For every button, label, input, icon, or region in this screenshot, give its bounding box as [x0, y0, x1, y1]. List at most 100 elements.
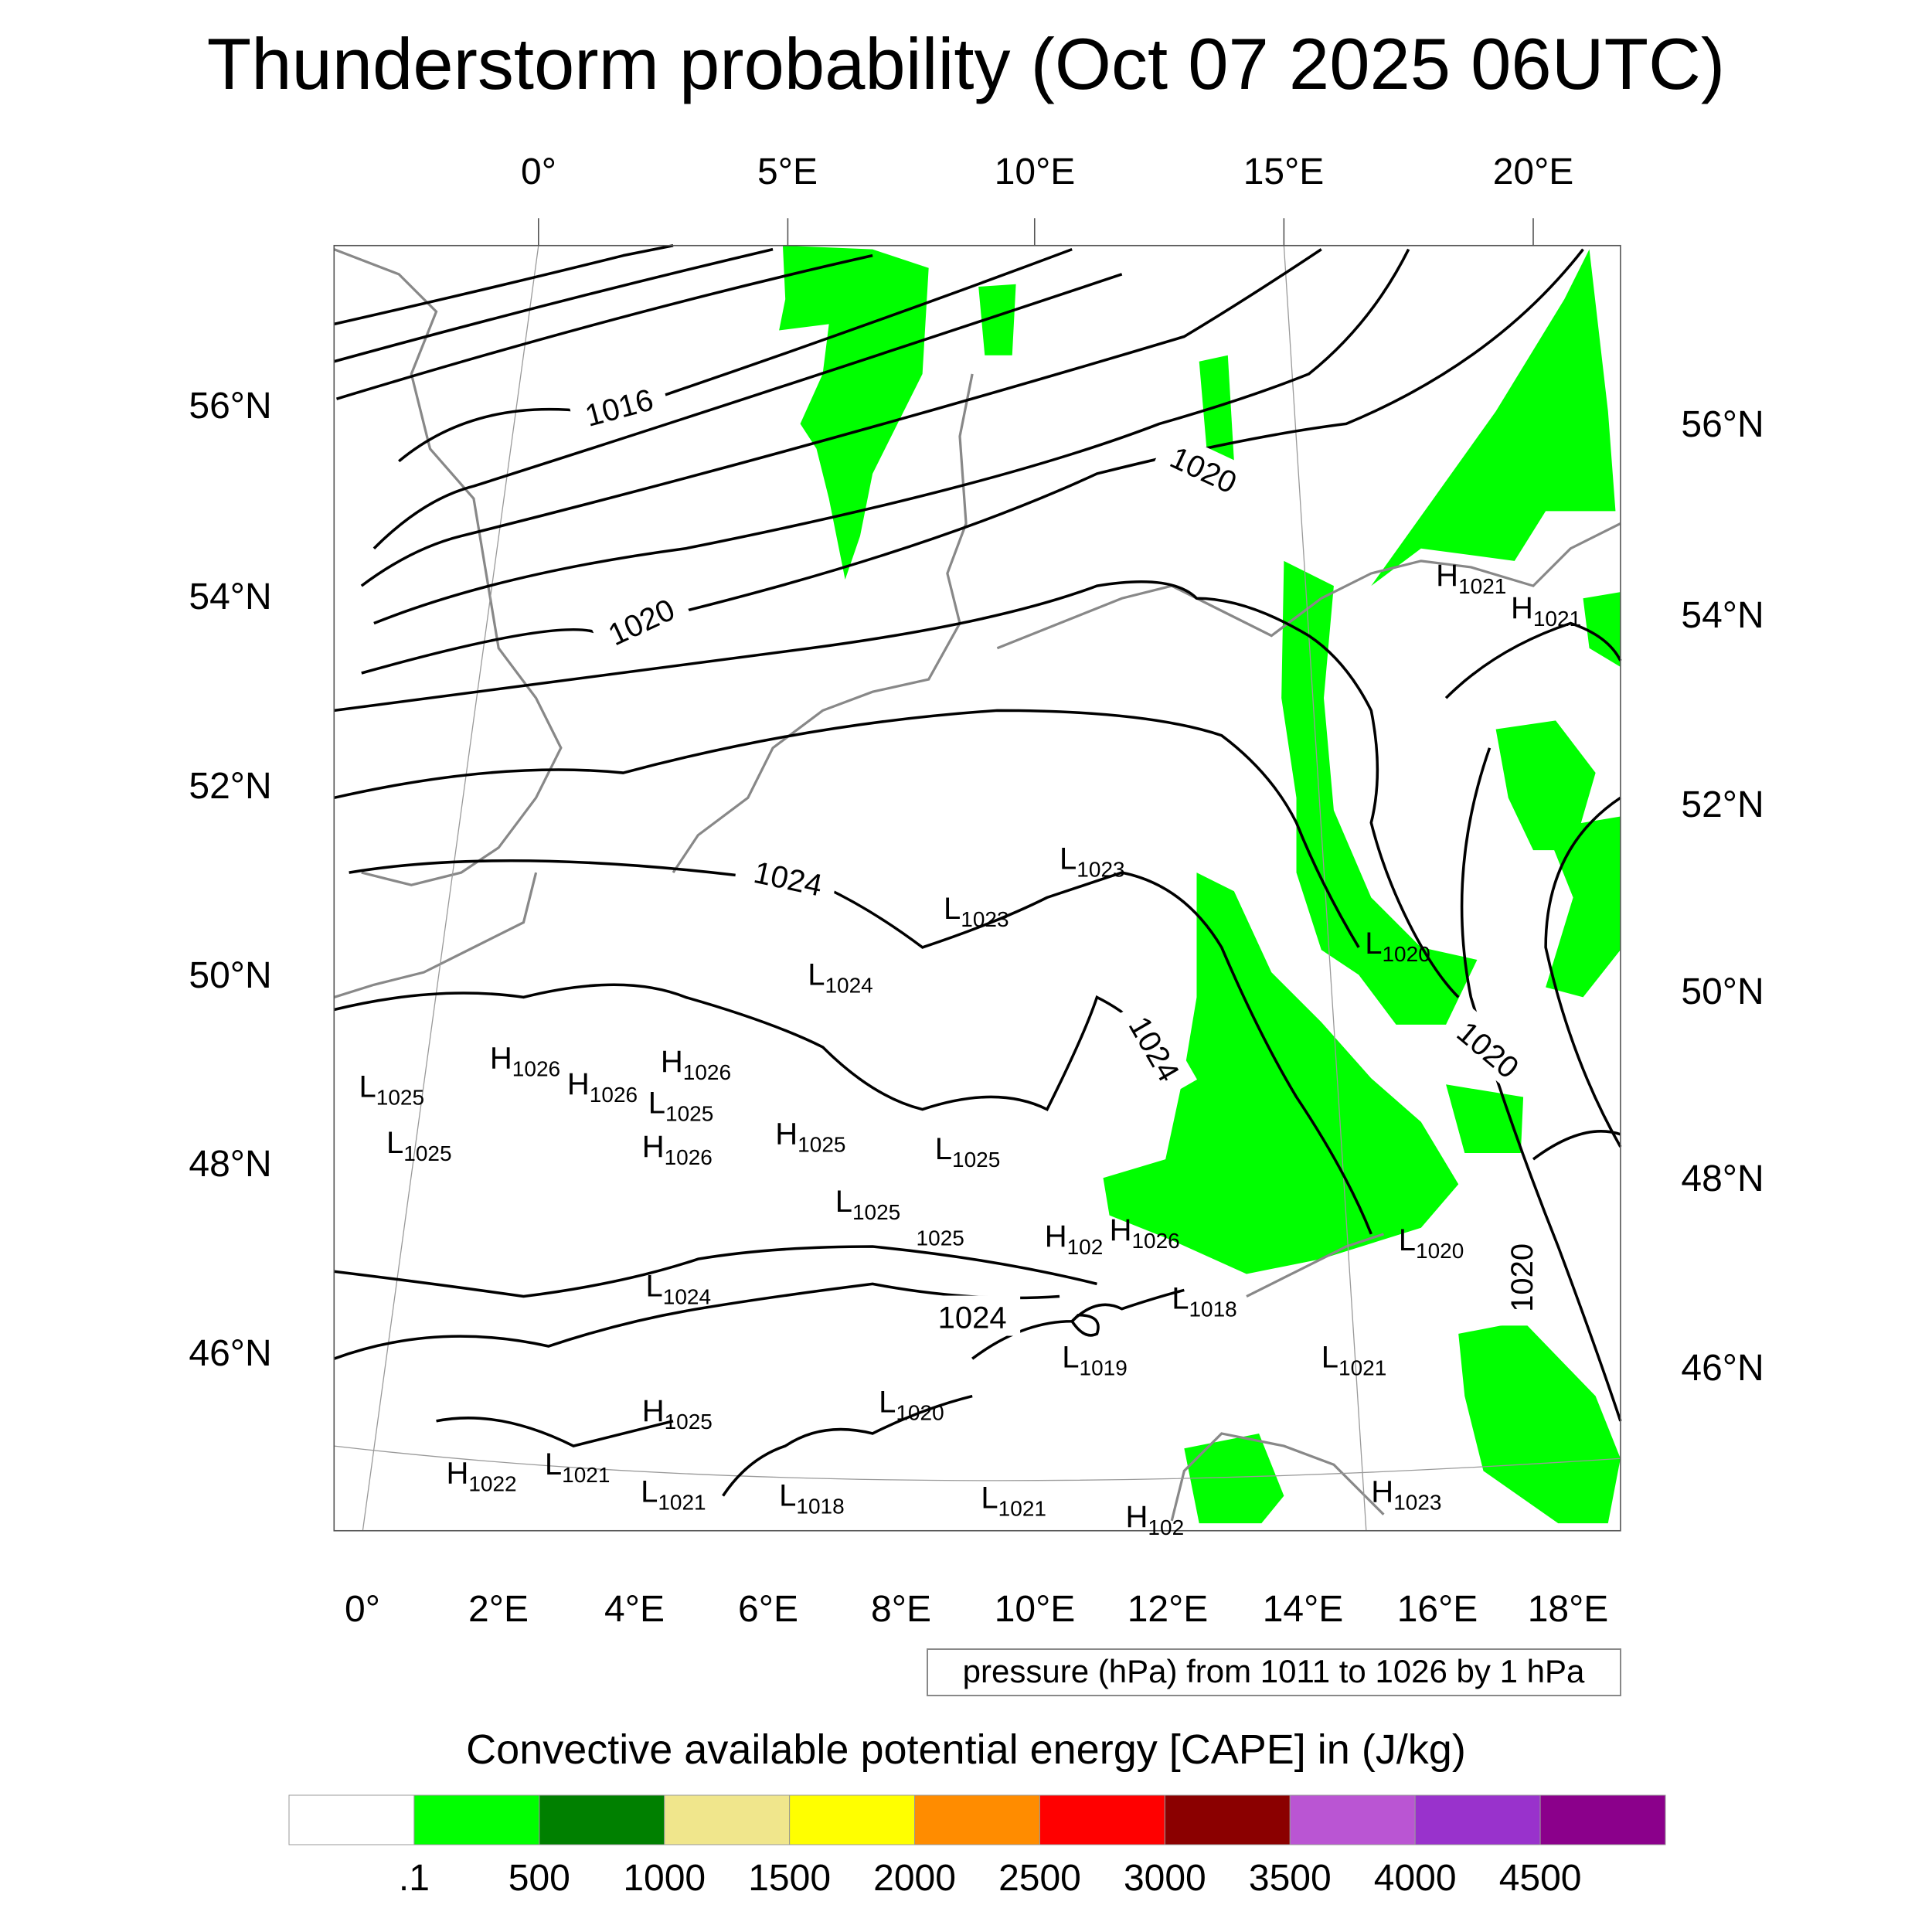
pressure-center-letter: H	[1110, 1213, 1132, 1247]
pressure-center-letter: L	[1321, 1340, 1338, 1374]
pressure-center-label: L1019	[1062, 1340, 1128, 1379]
pressure-center-label: H1026	[1110, 1213, 1180, 1253]
pressure-center-value: 1025	[852, 1200, 900, 1224]
colorbar-level-label: 2500	[998, 1858, 1081, 1899]
pressure-center-value: 1025	[376, 1085, 424, 1109]
right-lat-label: 50°N	[1681, 971, 1764, 1012]
isobar	[436, 1417, 674, 1447]
contour-label-text: 1020	[1505, 1243, 1539, 1312]
bottom-lon-label: 18°E	[1528, 1589, 1609, 1630]
pressure-center-value: 1025	[917, 1226, 964, 1250]
pressure-center-label: H1021	[1436, 559, 1506, 598]
pressure-center-value: 1026	[590, 1083, 638, 1107]
pressure-center-value: 1023	[961, 907, 1009, 931]
colorbar-level-label: 3000	[1124, 1858, 1206, 1899]
colorbar-level-label: 500	[509, 1858, 570, 1899]
isobar	[398, 247, 1073, 463]
right-lat-label: 48°N	[1681, 1158, 1764, 1199]
pressure-center-value: 1025	[952, 1148, 1000, 1172]
bottom-lon-label: 12°E	[1128, 1589, 1209, 1630]
left-lat-label: 48°N	[189, 1144, 271, 1185]
pressure-center-letter: H	[1045, 1219, 1067, 1253]
meridian-line	[362, 245, 539, 1531]
pressure-center-label: L1024	[808, 957, 873, 997]
colorbar-swatch	[1164, 1794, 1291, 1845]
colorbar-title: Convective available potential energy [C…	[466, 1726, 1466, 1773]
pressure-center-value: 1025	[403, 1141, 451, 1165]
contour-label: 1020	[1500, 1230, 1541, 1326]
pressure-center-value: 1021	[658, 1491, 706, 1515]
colorbar-swatch	[664, 1794, 791, 1845]
chart-title: Thunderstorm probability (Oct 07 2025 06…	[207, 23, 1725, 104]
pressure-center-letter: H	[1436, 559, 1458, 593]
cape-area	[1281, 560, 1478, 1025]
bottom-lon-label: 8°E	[871, 1589, 931, 1630]
pressure-center-letter: H	[567, 1067, 590, 1101]
pressure-center-letter: L	[1399, 1223, 1416, 1257]
isobar	[360, 248, 1322, 587]
top-lon-label: 15°E	[1243, 151, 1325, 192]
colorbar-swatch	[288, 1794, 415, 1845]
pressure-center-label: L1020	[1399, 1223, 1464, 1263]
cape-area	[1495, 720, 1596, 851]
isobar	[1070, 1313, 1100, 1337]
pressure-center-label: L1025	[935, 1132, 1001, 1172]
pressure-center-label: L1023	[1060, 842, 1125, 881]
isobar	[1460, 747, 1622, 1422]
coastline	[996, 522, 1621, 650]
contour-label-bg	[737, 847, 840, 907]
coastline	[1246, 1233, 1384, 1298]
contour-label-text: 1024	[938, 1301, 1007, 1335]
bottom-lon-labels: 0° 2°E 4°E 6°E 8°E 10°E 12°E 14°E 16°E 1…	[345, 1589, 1608, 1630]
bottom-lon-label: 4°E	[604, 1589, 665, 1630]
pressure-center-label: L1024	[646, 1270, 712, 1309]
pressure-center-letter: L	[1365, 927, 1382, 961]
cape-area	[978, 284, 1016, 355]
pressure-center-label: H1022	[446, 1456, 516, 1495]
pressure-center-letter: H	[661, 1045, 683, 1079]
bottom-lon-label: 10°E	[995, 1589, 1076, 1630]
pressure-center-letter: L	[944, 892, 961, 926]
right-lat-labels: 56°N 54°N 52°N 50°N 48°N 46°N	[1681, 404, 1764, 1389]
contour-label-bg	[924, 1295, 1021, 1336]
isobar	[334, 580, 1460, 998]
isobar	[333, 1282, 1060, 1360]
pressure-center-letter: H	[1371, 1475, 1393, 1509]
right-lat-label: 54°N	[1681, 595, 1764, 636]
contour-label-bg	[588, 582, 693, 659]
pressure-center-label: L1020	[1365, 927, 1430, 966]
top-lon-label: 10°E	[995, 151, 1076, 192]
left-lat-label: 56°N	[189, 386, 271, 427]
pressure-center-label: H1023	[1371, 1475, 1441, 1515]
pressure-center-letter: L	[359, 1070, 376, 1104]
left-lat-label: 46°N	[189, 1333, 271, 1374]
top-lon-label: 5°E	[757, 151, 818, 192]
isobar	[372, 273, 1123, 549]
pressure-center-value: 1026	[683, 1060, 731, 1084]
pressure-center-label: L1023	[944, 892, 1009, 931]
contour-info-text: pressure (hPa) from 1011 to 1026 by 1 hP…	[963, 1653, 1585, 1689]
pressure-center-value: 1025	[798, 1133, 845, 1157]
pressure-center-label: L1025	[835, 1185, 901, 1224]
bottom-lon-label: 14°E	[1263, 1589, 1344, 1630]
pressure-center-label: L1018	[1172, 1282, 1237, 1321]
isobar	[333, 247, 774, 363]
bottom-lon-label: 16°E	[1397, 1589, 1478, 1630]
isobar	[333, 709, 1360, 948]
left-lat-label: 52°N	[189, 766, 271, 807]
pressure-center-label: L1025	[648, 1086, 714, 1125]
coastline	[333, 248, 563, 886]
pressure-center-label: L1025	[359, 1070, 425, 1109]
cape-area	[1199, 355, 1234, 461]
pressure-center-value: 1026	[512, 1056, 560, 1080]
colorbar: .1 500 1000 1500 2000 2500 3000 3500 4000 4500	[288, 1794, 1666, 1899]
left-lat-labels: 56°N 54°N 52°N 50°N 48°N 46°N	[189, 386, 271, 1374]
pressure-center-value: 1020	[1382, 942, 1430, 966]
pressure-center-letter: H	[446, 1456, 468, 1490]
pressure-center-value: 1026	[1131, 1229, 1179, 1253]
cape-area	[1371, 249, 1616, 587]
pressure-center-letter: L	[545, 1447, 562, 1481]
pressure-center-value: 1021	[1533, 607, 1581, 631]
pressure-center-value: 1018	[1189, 1298, 1236, 1321]
pressure-center-label: H102	[1126, 1500, 1185, 1539]
